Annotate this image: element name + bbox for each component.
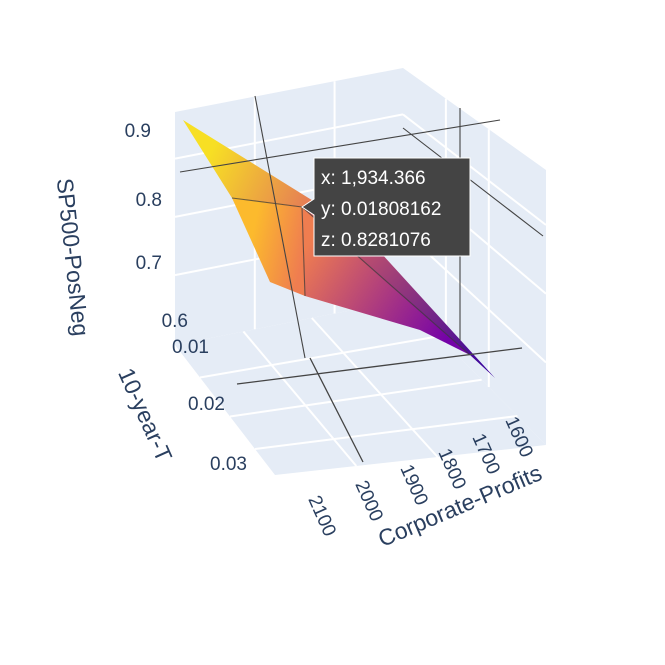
gridline — [242, 330, 358, 467]
wall-grid-line — [402, 127, 544, 237]
gridline — [311, 317, 439, 458]
hover-x-text: x: 1,934.366 — [321, 168, 426, 189]
gridline — [229, 378, 482, 418]
y-axis-title: 10-year-T — [113, 364, 177, 466]
gridline — [402, 113, 547, 226]
y-tick-label: 0.01 — [172, 337, 209, 358]
x-tick-label: 1900 — [395, 461, 431, 508]
x-tick-label: 2100 — [303, 492, 339, 539]
gridline — [199, 335, 439, 379]
z-tick-label: 0.7 — [136, 253, 162, 274]
axis-lines — [179, 95, 544, 463]
y-tick-label: 0.03 — [210, 454, 247, 475]
x-tick-label: 2000 — [350, 477, 386, 524]
y-tick-label: 0.02 — [188, 394, 225, 415]
wall-grid-line — [254, 95, 306, 359]
hover-y-text: y: 0.01808162 — [321, 199, 441, 220]
floor-grid-line — [309, 357, 364, 463]
z-tick-label: 0.6 — [162, 311, 188, 332]
gridline — [254, 415, 518, 450]
z-tick-label: 0.8 — [136, 190, 162, 211]
hover-z-text: z: 0.8281076 — [321, 230, 431, 251]
surface-cell[interactable] — [232, 198, 305, 296]
z-tick-label: 0.9 — [125, 121, 151, 142]
hover-tooltip-box — [301, 157, 471, 257]
z-axis-title: SP500-PosNeg — [52, 177, 94, 337]
floor-grid-line — [236, 347, 523, 385]
hover-tooltip: x: 1,934.366 y: 0.01808162 z: 0.8281076 — [301, 157, 471, 257]
wall-grid-line — [179, 119, 501, 173]
floor-pane — [175, 300, 546, 475]
